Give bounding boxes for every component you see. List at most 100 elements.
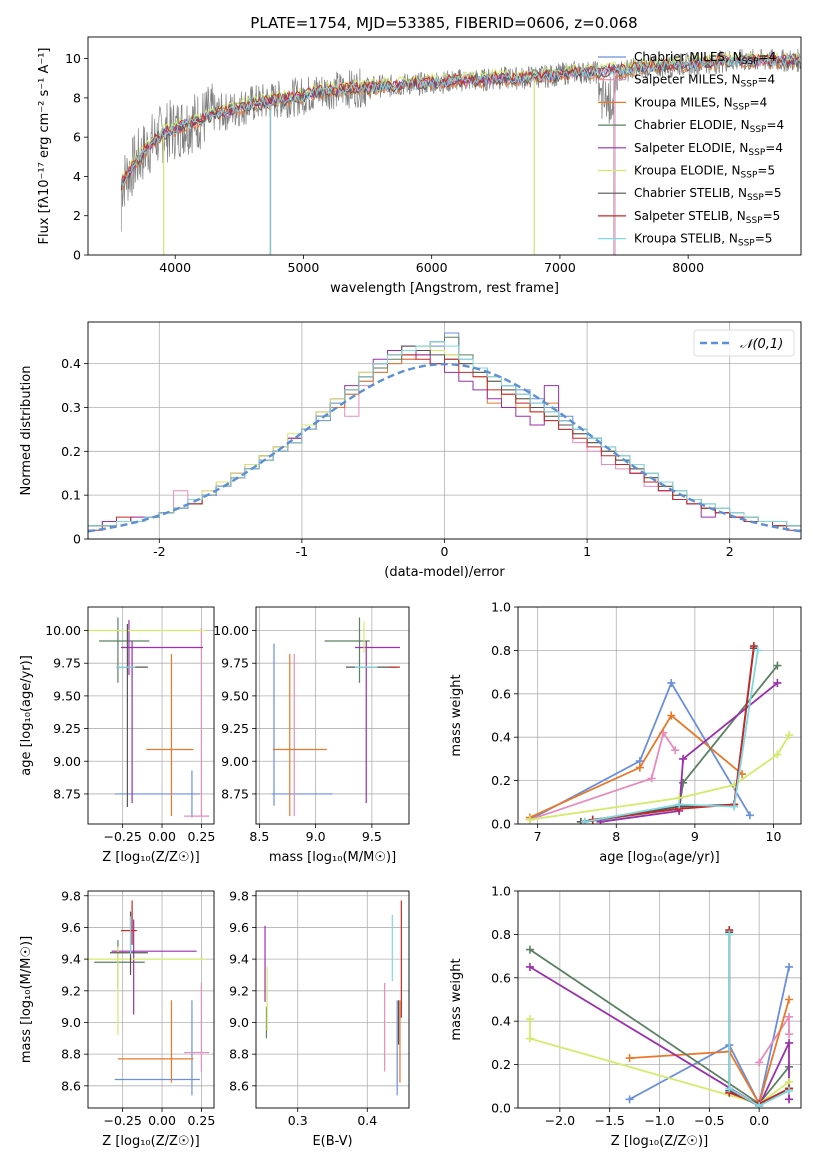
x-tick-label: 4000 [159,260,191,275]
y-tick-label: 0.0 [491,1101,511,1116]
y-tick-label: 0.0 [491,817,511,832]
y-tick-label: 0.8 [491,643,511,658]
y-tick-label: 9.25 [53,721,81,736]
x-tick-label: 0.4 [357,1113,377,1128]
x-tick-label: 9 [691,829,699,844]
y-tick-label: 0.4 [491,730,511,745]
y-tick-label: 9.8 [61,888,81,903]
plot-area [271,617,400,817]
legend-label: Chabrier MILES, NSSP=4 [634,50,776,67]
legend: Chabrier MILES, NSSP=4 Salpeter MILES, NS… [598,50,784,249]
panel-mass-vs-Z: −0.25 0.00 0.25 8.6 8.8 9.0 9.2 9.4 9.6 9.8 Z [log… [19,888,215,1149]
y-tick-label: 0.4 [491,1014,511,1029]
x-axis-label: Z [log₁₀(Z/Z☉)] [611,1134,708,1149]
weight-marker [773,678,782,687]
weight-marker [671,746,680,755]
axes-frame [87,890,215,1109]
legend-label: Kroupa STELIB, NSSP=5 [634,232,772,249]
x-axis-label: Z [log₁₀(Z/Z☉)] [102,1134,199,1149]
y-axis-label: mass weight [449,958,464,1040]
x-tick-label: 5000 [288,260,320,275]
weight-marker [785,962,794,971]
model-fit-line [120,55,801,187]
y-tick-label: 8.6 [61,1078,81,1093]
x-tick-label: −0.25 [103,1113,141,1128]
panel-spectrum: Chabrier MILES, NSSP=4 Salpeter MILES, NS… [37,36,802,296]
y-tick-label: 0.1 [61,488,81,503]
plot-area [88,332,801,533]
figure-title: PLATE=1754, MJD=53385, FIBERID=0606, z=0… [250,14,637,32]
y-tick-label: 10.00 [45,623,81,638]
weight-line [728,934,790,1107]
plot-area [264,900,402,1096]
x-axis-label: Z [log₁₀(Z/Z☉)] [102,850,199,865]
weight-marker [525,815,534,824]
weight-line [629,966,790,1107]
y-axis-label: mass weight [449,674,464,756]
y-tick-label: 8.75 [53,786,81,801]
y-tick-label: 2 [73,208,81,223]
legend-label: Chabrier ELODIE, NSSP=4 [634,118,784,135]
weight-line [529,966,790,1108]
axes-frame [87,606,215,825]
weight-marker [755,1058,764,1067]
weight-marker [785,995,794,1004]
axes-frame [255,890,410,1109]
x-axis-label: E(B-V) [312,1134,352,1149]
y-tick-label: 9.2 [229,983,249,998]
y-tick-label: 8.8 [229,1047,249,1062]
x-axis-label: wavelength [Angstrom, rest frame] [330,281,559,296]
weight-marker [785,1095,794,1104]
weight-marker [749,642,758,651]
weight-line [584,650,759,823]
y-tick-label: 8.75 [221,786,249,801]
legend-label: Salpeter ELODIE, NSSP=4 [634,141,783,158]
weight-marker [773,661,782,670]
weight-marker [785,731,794,740]
y-tick-label: 0.2 [491,1057,511,1072]
y-tick-label: 0.2 [61,444,81,459]
x-tick-label: −1.0 [644,1113,674,1128]
weight-marker [785,1012,794,1021]
y-tick-label: 9.75 [53,656,81,671]
weight-line [600,682,778,823]
legend: 𝒩(0,1) [693,329,795,357]
plot-area [525,642,794,824]
x-tick-label: 0.25 [187,829,215,844]
weight-marker [675,800,684,809]
weight-line [592,645,755,821]
x-tick-label: 0 [441,544,449,559]
y-tick-label: 8.8 [61,1047,81,1062]
y-axis-label: Normed distribution [19,366,34,496]
weight-line [529,1019,790,1105]
weight-marker [667,711,676,720]
y-tick-label: 9.6 [61,920,81,935]
y-tick-label: 6 [73,130,81,145]
weight-marker [635,763,644,772]
y-tick-label: 9.4 [229,952,249,967]
weight-marker [785,1038,794,1047]
x-tick-label: 6000 [416,260,448,275]
x-axis-label: (data-model)/error [384,565,505,580]
y-tick-label: 0.3 [61,400,81,415]
weight-marker [725,1084,734,1093]
plot-area [120,48,801,255]
x-tick-label: 0.0 [749,1113,769,1128]
y-tick-label: 0 [73,248,81,263]
x-tick-label: 0.00 [148,1113,176,1128]
y-tick-label: 9.8 [229,888,249,903]
y-tick-label: 0.6 [491,970,511,985]
y-axis-label: mass [log₁₀(M/M☉)] [19,936,34,1063]
x-tick-label: −0.25 [103,829,141,844]
plot-area [88,900,210,1096]
x-tick-label: -1 [296,544,308,559]
weight-marker [525,945,534,954]
y-tick-label: 9.25 [221,721,249,736]
weight-marker [525,1015,534,1024]
weight-line [529,730,676,821]
axes-frame [255,606,410,825]
legend-label: Kroupa MILES, NSSP=4 [634,95,767,112]
y-tick-label: 0.8 [491,927,511,942]
x-tick-label: 7 [534,829,542,844]
x-tick-label: -2 [153,544,165,559]
